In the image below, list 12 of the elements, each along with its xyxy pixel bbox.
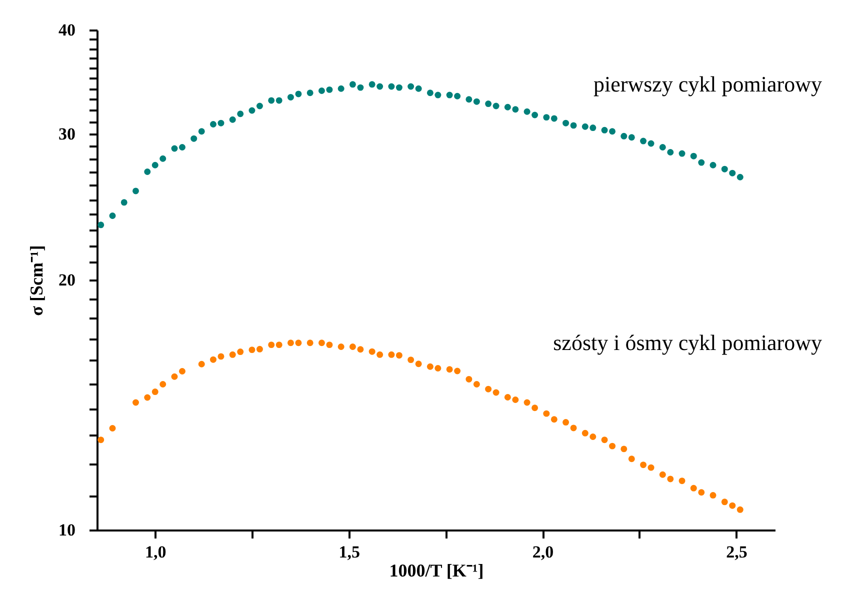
x-tick-label: 1,0 [144,542,166,562]
y-axis-title: σ [Scm⁻¹] [26,245,46,316]
x-tick-label: 2,5 [726,542,748,562]
text: szósty i ósmy cykl pomiarowy [553,330,822,355]
y-tick-label: 20 [58,270,76,290]
y-tick-label: 30 [58,124,76,144]
series-label: pierwszy cykl pomiarowy [594,71,822,96]
x-tick-label: 2,0 [532,542,554,562]
x-tick-label: 1,5 [338,542,360,562]
x-axis-title: 1000/T [K⁻¹] [389,560,484,580]
y-tick-label: 10 [58,520,76,540]
y-tick-label: 40 [58,20,76,40]
